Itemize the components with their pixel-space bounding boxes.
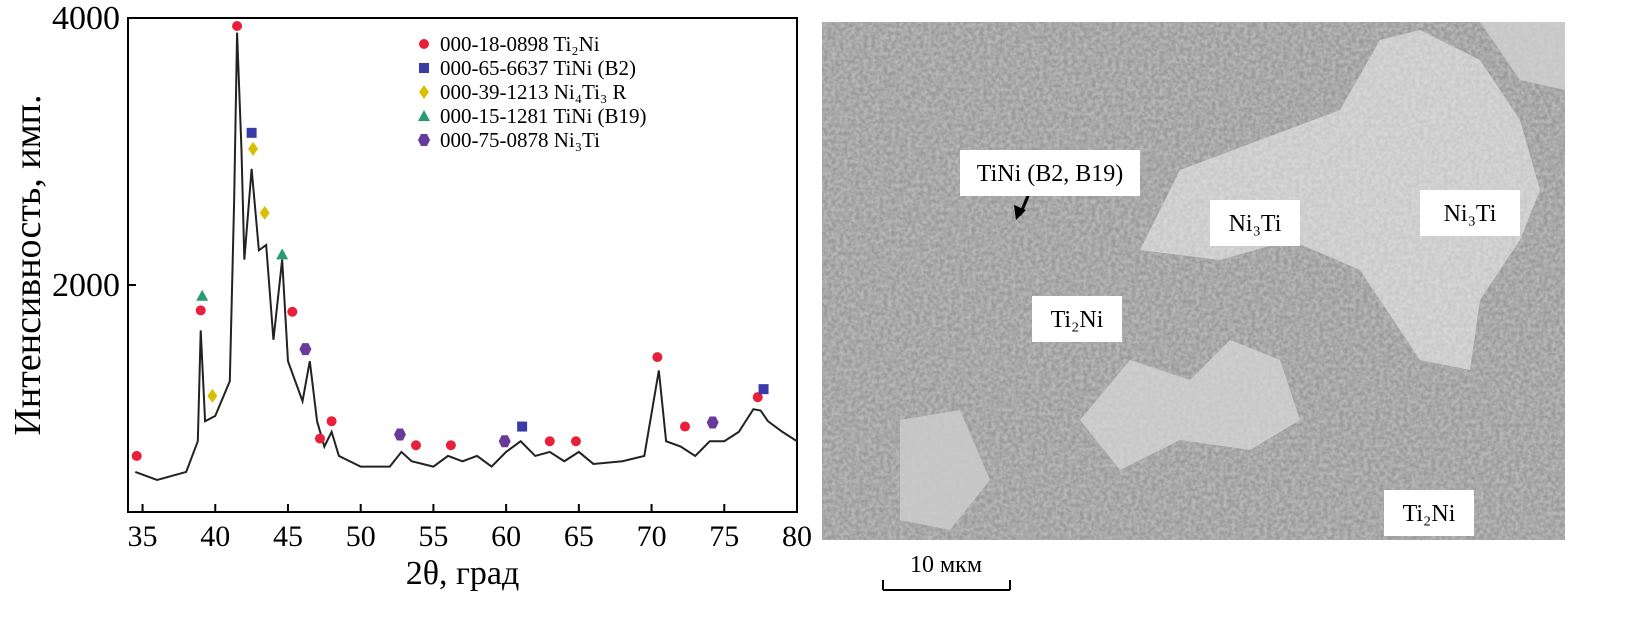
- x-tick-label: 60: [491, 520, 521, 553]
- x-tick-label: 55: [418, 520, 448, 553]
- phase-marker: [758, 384, 769, 395]
- x-tick-label: 75: [709, 520, 739, 553]
- phase-marker: [445, 440, 456, 451]
- phase-marker: [232, 21, 243, 32]
- phase-label: Ti₂Ni: [1051, 307, 1104, 333]
- plot-frame: [127, 17, 798, 513]
- phase-marker: [419, 85, 429, 99]
- sem-image: [822, 22, 1565, 540]
- phase-marker: [248, 141, 259, 156]
- phase-marker: [131, 450, 142, 461]
- legend-label: 000-15-1281 TiNi (B19): [440, 104, 647, 128]
- phase-marker: [419, 39, 429, 49]
- phase-marker: [752, 392, 763, 403]
- x-tick-label: 35: [128, 520, 158, 553]
- xrd-curve: [134, 32, 798, 482]
- x-tick-label: 65: [564, 520, 594, 553]
- phase-marker: [652, 352, 663, 363]
- x-tick-label: 80: [782, 520, 812, 553]
- label-box: [1420, 190, 1520, 236]
- x-tick-label: 45: [273, 520, 303, 553]
- phase-marker: [259, 205, 270, 220]
- phase-label: TiNi (B2, B19): [977, 161, 1123, 187]
- scale-bar-label: 10 мкм: [910, 552, 982, 578]
- x-axis-label: 2θ, град: [406, 555, 520, 592]
- phase-marker: [419, 63, 429, 73]
- y-tick-label: 2000: [52, 267, 120, 304]
- phase-marker: [276, 248, 289, 260]
- phase-label: Ni₃Ti: [1444, 201, 1497, 227]
- phase-marker: [195, 305, 206, 316]
- label-box: [960, 150, 1140, 196]
- phase-marker: [299, 343, 312, 356]
- phase-marker: [393, 428, 406, 441]
- phase-marker: [680, 421, 691, 432]
- y-tick-label: 4000: [52, 0, 120, 37]
- phase-marker: [314, 433, 325, 444]
- legend-label: 000-39-1213 Ni₄Ti₃ R: [440, 80, 627, 104]
- phase-marker: [246, 127, 257, 138]
- phase-marker: [207, 388, 218, 403]
- x-tick-label: 70: [637, 520, 667, 553]
- phase-label: Ti₂Ni: [1403, 501, 1456, 527]
- phase-marker: [498, 435, 511, 448]
- phase-marker: [196, 289, 209, 301]
- phase-marker: [570, 436, 581, 447]
- phase-marker: [287, 306, 298, 317]
- phase-marker: [418, 110, 430, 121]
- label-box: [1210, 200, 1300, 246]
- phase-label: Ni₃Ti: [1229, 211, 1282, 237]
- legend-label: 000-65-6637 TiNi (B2): [440, 56, 636, 80]
- phase-marker: [410, 440, 421, 451]
- phase-marker: [326, 416, 337, 427]
- phase-marker: [418, 134, 430, 146]
- x-tick-label: 40: [200, 520, 230, 553]
- y-axis-label: Интенсивность, имп.: [7, 94, 49, 435]
- legend-label: 000-18-0898 Ti₂Ni: [440, 32, 600, 56]
- phase-marker: [517, 421, 528, 432]
- x-tick-label: 50: [346, 520, 376, 553]
- phase-marker: [544, 436, 555, 447]
- arrow-head: [1014, 205, 1026, 220]
- label-box: [1032, 296, 1122, 342]
- legend-label: 000-75-0878 Ni₃Ti: [440, 128, 600, 152]
- phase-marker: [706, 416, 719, 429]
- label-box: [1384, 490, 1474, 536]
